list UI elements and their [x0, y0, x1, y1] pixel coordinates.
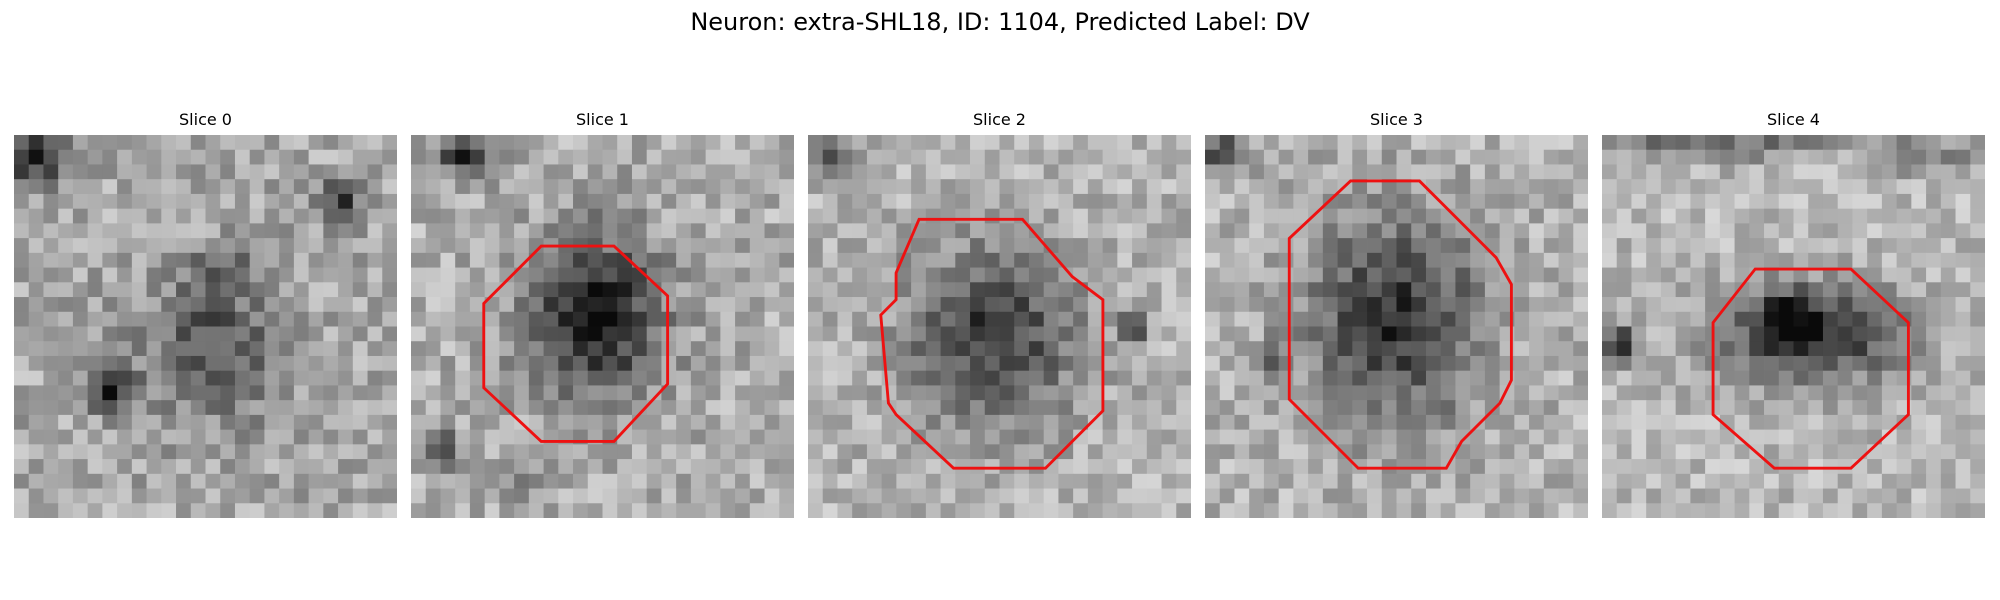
slice-0-title: Slice 0 [179, 110, 232, 129]
slice-4-image [1602, 135, 1985, 518]
slice-1-image [411, 135, 794, 518]
slice-3-pixels [1205, 135, 1588, 518]
slice-3-roi-outline [1287, 179, 1513, 470]
slice-4-roi-outline [1711, 267, 1910, 470]
panel-slice-2: Slice 2 [808, 108, 1191, 526]
slice-0-image [14, 135, 397, 518]
figure-title: Neuron: extra-SHL18, ID: 1104, Predicted… [690, 8, 1310, 36]
slice-3-title: Slice 3 [1370, 110, 1423, 129]
slice-3-image [1205, 135, 1588, 518]
panel-slice-1: Slice 1 [411, 108, 794, 526]
panel-slice-4: Slice 4 [1602, 108, 1985, 526]
panel-slice-0: Slice 0 [14, 108, 397, 526]
slice-1-title: Slice 1 [576, 110, 629, 129]
panel-slice-3: Slice 3 [1205, 108, 1588, 526]
slice-4-title: Slice 4 [1767, 110, 1820, 129]
slice-1-pixels [411, 135, 794, 518]
slice-1-roi-outline [482, 244, 670, 443]
slice-2-title: Slice 2 [973, 110, 1026, 129]
slice-2-pixels [808, 135, 1191, 518]
slice-2-image [808, 135, 1191, 518]
slice-2-roi-outline [879, 217, 1105, 470]
slice-0-pixels [14, 135, 397, 518]
slice-4-pixels [1602, 135, 1985, 518]
